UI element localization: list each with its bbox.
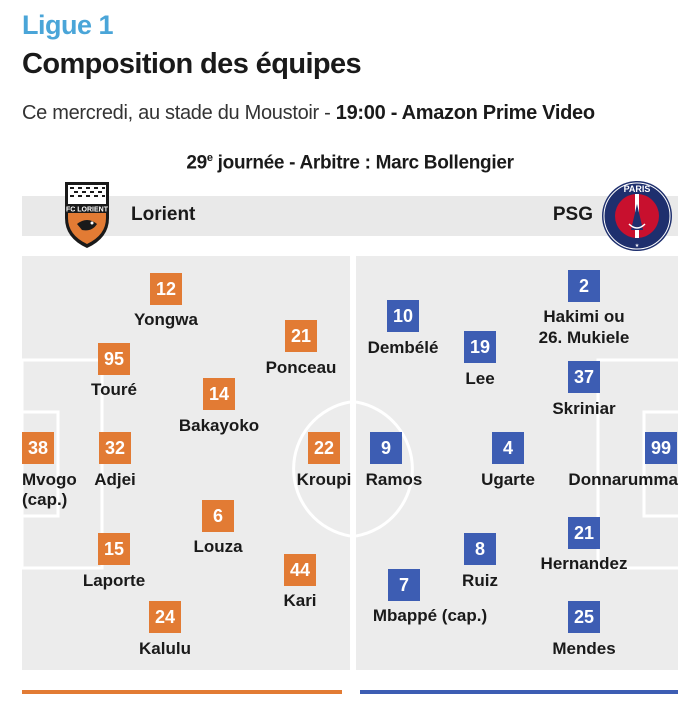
player-name-alt: 26. Mukiele: [538, 328, 630, 347]
player-number: 6: [202, 500, 234, 532]
matchday-number: 29: [186, 152, 207, 174]
player-name: Ponceau: [265, 358, 337, 377]
player-number: 21: [568, 517, 600, 549]
player-number: 9: [370, 432, 402, 464]
away-pitch-lines: [356, 358, 678, 570]
player-number: 14: [203, 378, 235, 410]
player-number: 37: [568, 361, 600, 393]
player-name: Adjei: [94, 470, 136, 489]
player-number: 12: [150, 273, 182, 305]
player-name: Dembélé: [367, 338, 439, 357]
league-title: Ligue 1: [22, 10, 114, 40]
player-number: 25: [568, 601, 600, 633]
team-bar: Lorient PSG: [22, 196, 678, 236]
player-number: 8: [464, 533, 496, 565]
player-number: 22: [308, 432, 340, 464]
player-name: Yongwa: [134, 310, 198, 329]
player-name: Bakayoko: [178, 416, 260, 435]
player-name: Mvogo: [22, 470, 77, 489]
player-name: Kroupi: [296, 470, 352, 489]
player-number: 44: [284, 554, 316, 586]
lorient-crest-text: FC LORIENT: [66, 207, 109, 214]
player-number: 24: [149, 601, 181, 633]
player-name: Louza: [193, 537, 243, 556]
player-name: Mbappé (cap.): [372, 606, 488, 625]
player-number: 95: [98, 343, 130, 375]
player-captain-mark: (cap.): [22, 490, 68, 509]
away-color-bar: [360, 690, 678, 694]
match-info: Ce mercredi, au stade du Moustoir - 19:0…: [22, 102, 595, 125]
player-name: Ramos: [365, 470, 423, 489]
player-name: Ugarte: [481, 470, 535, 489]
lorient-crest-logo: FC LORIENT: [65, 182, 109, 248]
match-venue: Ce mercredi, au stade du Moustoir -: [22, 102, 336, 124]
player-number: 7: [388, 569, 420, 601]
player-name: Skriniar: [552, 399, 616, 418]
player-number: 10: [387, 300, 419, 332]
player-name: Ruiz: [462, 571, 498, 590]
player-number: 2: [568, 270, 600, 302]
referee-info: journée - Arbitre : Marc Bollengier: [212, 152, 514, 174]
player-name: Hernandez: [540, 554, 628, 573]
player-name: Mendes: [552, 639, 616, 658]
player-number: 4: [492, 432, 524, 464]
player-name: Kari: [283, 591, 317, 610]
player-name: Donnarumma: [568, 470, 678, 489]
psg-crest-text: PARIS: [624, 184, 651, 194]
away-team-name: PSG: [552, 204, 593, 225]
player-number: 38: [22, 432, 54, 464]
home-pitch-lines: [22, 358, 350, 570]
page-title: Composition des équipes: [22, 48, 362, 80]
home-team-name: Lorient: [131, 204, 196, 225]
player-number: 19: [464, 331, 496, 363]
player-number: 15: [98, 533, 130, 565]
home-color-bar: [22, 690, 342, 694]
match-time-broadcast: 19:00 - Amazon Prime Video: [335, 102, 595, 124]
player-number: 21: [285, 320, 317, 352]
matchday-suffix: e: [206, 152, 213, 164]
player-name: Lee: [465, 369, 495, 388]
player-number: 32: [99, 432, 131, 464]
svg-text:★: ★: [635, 243, 640, 249]
psg-crest-logo: PARIS ★: [602, 181, 672, 251]
matchday-referee: 29e journée - Arbitre : Marc Bollengier: [0, 152, 700, 174]
player-name: Laporte: [82, 571, 146, 590]
player-number: 99: [645, 432, 677, 464]
player-name: Hakimi ou: [543, 307, 625, 326]
player-name: Touré: [91, 380, 137, 399]
player-name: Kalulu: [139, 639, 191, 658]
